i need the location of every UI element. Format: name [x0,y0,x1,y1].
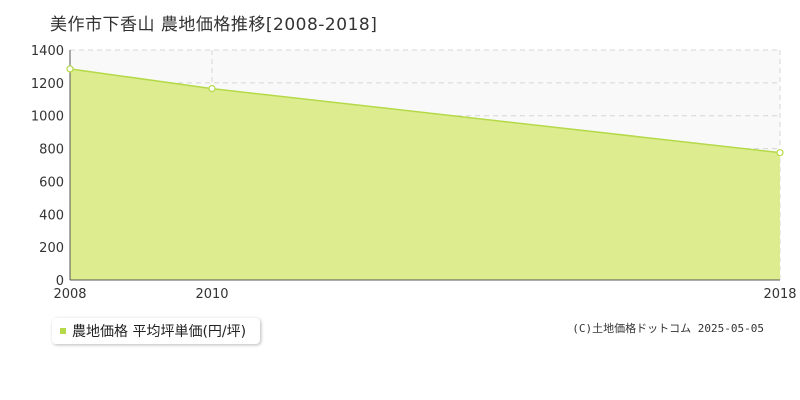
data-point [208,85,216,93]
y-tick-label: 400 [39,208,64,223]
y-tick-label: 1200 [31,77,64,92]
copyright-credit: (C)土地価格ドットコム 2025-05-05 [572,322,764,335]
legend-swatch [60,328,66,334]
legend-label: 農地価格 平均坪単価(円/坪) [72,324,247,340]
x-tick-label: 2018 [763,287,796,302]
data-markers [66,65,784,157]
axis-layer [69,50,780,281]
y-tick-label: 0 [56,274,64,289]
x-tick-label: 2008 [53,287,86,302]
data-point [66,65,74,73]
legend: 農地価格 平均坪単価(円/坪) [52,318,261,344]
y-tick-label: 600 [39,175,64,190]
series-area [70,68,780,281]
data-point [776,149,784,157]
y-tick-label: 1400 [31,44,64,59]
y-tick-label: 800 [39,143,64,158]
chart-title: 美作市下香山 農地価格推移[2008-2018] [50,15,378,35]
x-tick-label: 2010 [195,287,228,302]
y-tick-label: 1000 [31,110,64,125]
y-tick-label: 200 [39,241,64,256]
tick-labels: 0 200 400 600 800 1000 1200 1400 2008 2010 2018 [31,44,797,302]
